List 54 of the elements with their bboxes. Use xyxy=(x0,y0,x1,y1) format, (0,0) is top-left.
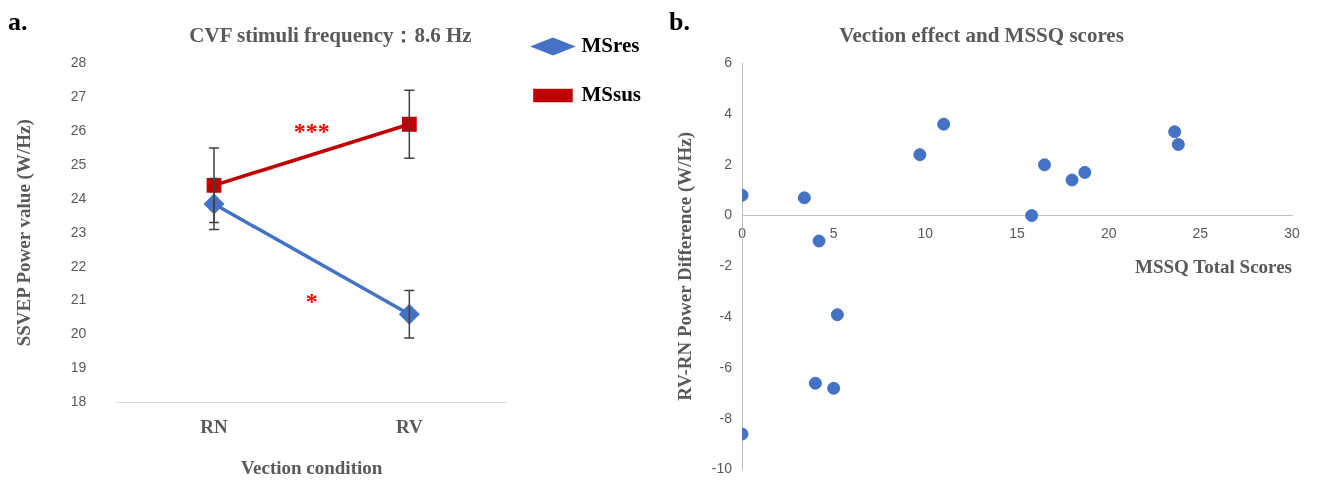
x-tick-label: 5 xyxy=(829,224,838,241)
y-tick-label: -8 xyxy=(719,409,733,426)
point xyxy=(797,191,811,205)
x-tick-label: 25 xyxy=(1192,224,1209,241)
y-axis-title: RV-RN Power Difference (W/Hz) xyxy=(674,131,697,401)
x-tick-label: RN xyxy=(200,415,229,437)
y-tick-label: 20 xyxy=(70,325,87,342)
x-tick-label: RV xyxy=(395,415,423,437)
y-tick-label: 23 xyxy=(70,223,87,240)
legend-label: MSsus xyxy=(581,81,642,106)
point xyxy=(827,381,841,395)
y-tick-label: 22 xyxy=(70,257,87,274)
y-tick-label: -6 xyxy=(719,358,733,375)
y-tick-label: -2 xyxy=(719,257,733,274)
text: b. xyxy=(669,6,690,36)
point xyxy=(1171,137,1185,151)
x-axis-title: MSSQ Total Scores xyxy=(1135,255,1292,277)
text: a. xyxy=(8,6,28,36)
annotation: *** xyxy=(293,117,330,144)
y-tick-label: 26 xyxy=(70,121,87,138)
x-tick-label: 20 xyxy=(1100,224,1117,241)
point xyxy=(1038,158,1052,172)
point xyxy=(1078,165,1092,179)
chart-title: CVF stimuli frequency：8.6 Hz xyxy=(189,23,472,48)
y-tick-label: 6 xyxy=(724,54,733,71)
point xyxy=(808,376,822,390)
y-tick-label: 0 xyxy=(724,206,733,223)
y-tick-label: 25 xyxy=(70,155,87,172)
y-tick-label: -4 xyxy=(719,308,733,325)
x-tick-label: 10 xyxy=(917,224,934,241)
point xyxy=(937,117,951,131)
x-tick-label: 15 xyxy=(1009,224,1026,241)
point xyxy=(1065,173,1079,187)
y-tick-label: 19 xyxy=(70,359,87,376)
point xyxy=(1025,209,1039,223)
point xyxy=(812,234,826,248)
point xyxy=(401,116,417,132)
x-axis-title: Vection condition xyxy=(241,456,383,478)
y-tick-label: 21 xyxy=(70,291,87,308)
y-tick-label: 18 xyxy=(70,393,87,410)
y-tick-label: 4 xyxy=(724,104,733,121)
annotation: * xyxy=(305,288,318,315)
y-tick-label: 24 xyxy=(70,189,87,206)
y-axis-title: SSVEP Power value (W/Hz) xyxy=(13,119,36,347)
chart-title: Vection effect and MSSQ scores xyxy=(839,23,1124,48)
legend-label: MSres xyxy=(581,32,640,57)
x-tick-label: 30 xyxy=(1284,224,1300,241)
y-tick-label: -10 xyxy=(711,460,733,477)
point xyxy=(830,308,844,322)
point xyxy=(913,148,927,162)
point xyxy=(1168,125,1182,139)
y-tick-label: 27 xyxy=(70,87,87,104)
y-tick-label: 28 xyxy=(70,54,87,71)
y-tick-label: 2 xyxy=(724,155,733,172)
